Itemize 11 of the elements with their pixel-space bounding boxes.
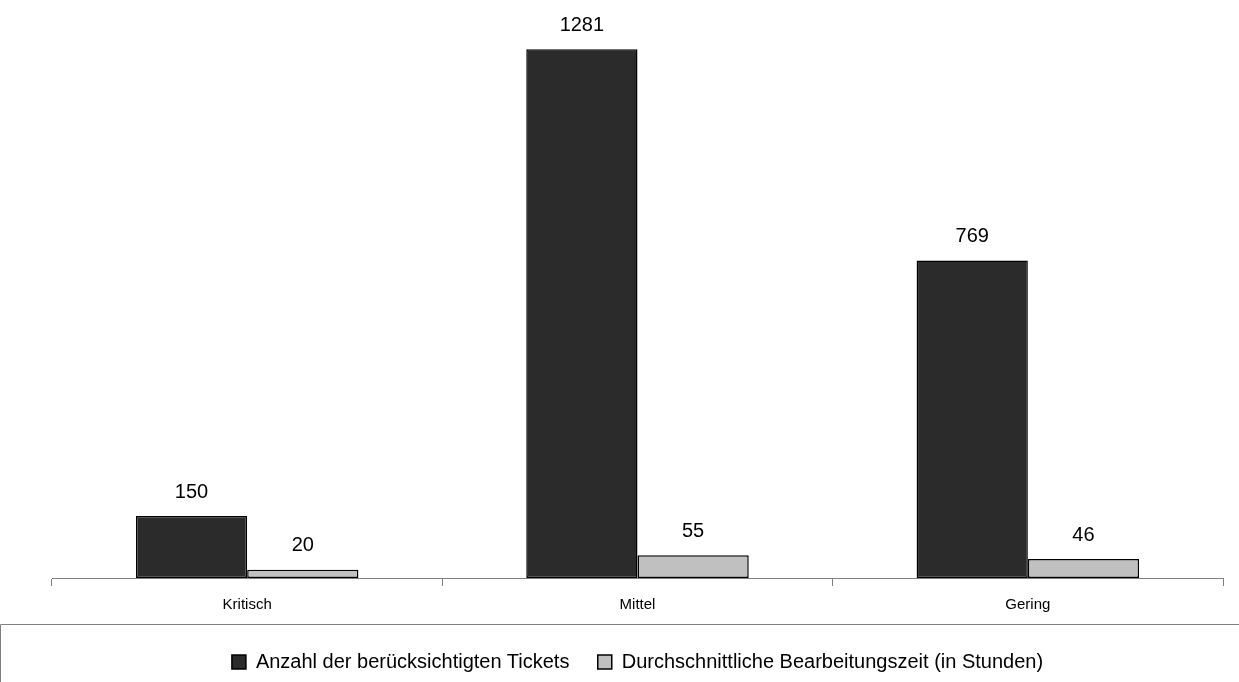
x-tick-label: Gering: [1005, 595, 1051, 613]
x-tick-label: Kritisch: [222, 595, 272, 613]
x-tick-label: Mittel: [619, 595, 656, 613]
data-label: 46: [1072, 522, 1095, 545]
data-label: 55: [682, 518, 705, 541]
data-label: 769: [955, 224, 989, 247]
data-label: 20: [291, 533, 314, 556]
legend-label: Durchschnittliche Bearbeitungszeit (in Stunden): [621, 649, 1044, 672]
data-label: 1281: [559, 12, 605, 35]
legend-label: Anzahl der berücksichtigten Tickets: [255, 649, 570, 672]
data-label: 150: [174, 479, 209, 502]
